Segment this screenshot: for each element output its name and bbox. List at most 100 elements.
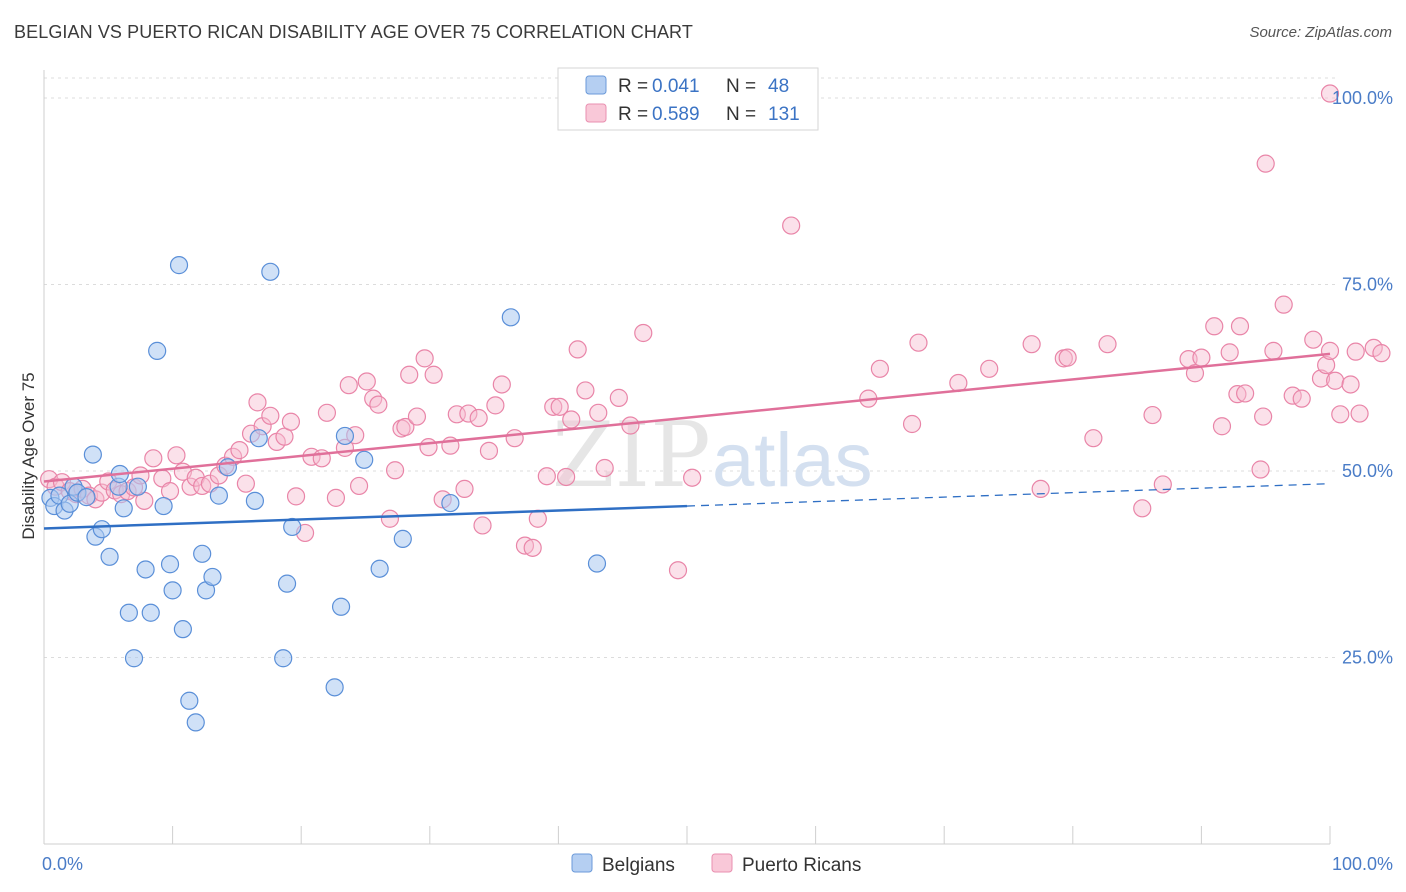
puerto-ricans-point (1350, 404, 1369, 423)
puerto-ricans-point (492, 375, 511, 394)
belgians-point (274, 649, 293, 668)
puerto-ricans-points (40, 84, 1391, 580)
puerto-ricans-point (261, 406, 280, 425)
puerto-ricans-point (1185, 364, 1205, 383)
grid-lines (44, 77, 1336, 658)
puerto-ricans-point (369, 395, 388, 414)
belgians-point (249, 429, 268, 448)
y-axis-title: Disability Age Over 75 (19, 372, 38, 539)
belgians-point (100, 547, 119, 566)
y-tick-label-75: 75.0% (1342, 275, 1393, 295)
puerto-ricans-point (870, 359, 890, 378)
puerto-ricans-point (1205, 317, 1224, 336)
legend-r-value-belgians: 0.041 (652, 76, 700, 97)
belgians-point (92, 520, 111, 539)
legend-r-label-puerto-ricans: R = (618, 104, 648, 125)
puerto-ricans-point (364, 389, 383, 408)
belgians-point (136, 560, 155, 579)
legend-n-value-puerto-ricans: 131 (768, 104, 800, 125)
puerto-ricans-point (595, 458, 614, 478)
puerto-ricans-point (1228, 385, 1247, 404)
belgians-point (124, 649, 144, 668)
puerto-ricans-point (589, 403, 608, 422)
belgians-point (277, 574, 297, 593)
puerto-ricans-point (1236, 384, 1255, 403)
puerto-ricans-point (1251, 460, 1270, 479)
watermark: ZIP atlas (552, 403, 873, 508)
puerto-ricans-point (349, 476, 369, 496)
puerto-ricans-point (537, 467, 556, 486)
legend-n-label-puerto-ricans: N = (726, 104, 756, 125)
belgians-point (154, 496, 173, 516)
puerto-ricans-point (1031, 479, 1050, 499)
belgians-point (186, 713, 205, 732)
puerto-ricans-point (455, 479, 474, 499)
legend-swatch-puerto-ricans (585, 103, 607, 123)
puerto-ricans-point (1256, 154, 1275, 173)
belgians-point (203, 567, 222, 587)
puerto-ricans-point (1230, 317, 1250, 336)
puerto-ricans-point (1304, 330, 1323, 349)
puerto-ricans-point (1153, 475, 1172, 494)
belgians-point (331, 597, 351, 616)
puerto-ricans-point (248, 393, 267, 412)
puerto-ricans-point (1264, 341, 1283, 360)
bottom-legend-swatch-belgians (571, 853, 593, 873)
puerto-ricans-point (415, 349, 434, 368)
belgians-trend-line (43, 504, 688, 530)
belgians-point (163, 581, 182, 600)
belgians-point (370, 559, 389, 578)
bottom-legend-swatch-puerto-ricans (711, 853, 733, 873)
puerto-ricans-point (286, 487, 306, 506)
puerto-ricans-point (909, 333, 928, 352)
puerto-ricans-point (479, 441, 499, 460)
belgians-point (160, 555, 180, 574)
chart-source: Source: ZipAtlas.com (1249, 24, 1392, 41)
puerto-ricans-point (544, 397, 563, 416)
belgians-point (283, 517, 302, 537)
watermark-atlas: atlas (712, 418, 873, 503)
puerto-ricans-point (1372, 344, 1391, 363)
puerto-ricans-point (1320, 84, 1340, 103)
legend-r-value-puerto-ricans: 0.589 (652, 104, 700, 125)
puerto-ricans-point (1084, 429, 1103, 448)
puerto-ricans-point (419, 438, 438, 457)
belgians-point (245, 491, 265, 510)
puerto-ricans-point (568, 340, 587, 359)
puerto-ricans-point (469, 408, 488, 428)
puerto-ricans-point (683, 468, 702, 487)
belgians-point (261, 262, 280, 281)
puerto-ricans-point (396, 417, 415, 437)
puerto-ricans-point (668, 561, 688, 580)
puerto-ricans-trend-line (43, 352, 1331, 483)
puerto-ricans-point (230, 441, 249, 460)
belgians-point (325, 678, 344, 697)
puerto-ricans-point (1098, 335, 1117, 354)
belgians-point (114, 499, 133, 518)
puerto-ricans-point (424, 365, 443, 384)
puerto-ricans-point (782, 216, 801, 235)
puerto-ricans-point (902, 414, 922, 434)
belgians-point (335, 426, 355, 446)
puerto-ricans-point (1326, 371, 1345, 390)
belgians-point (128, 477, 147, 496)
puerto-ricans-point (236, 474, 256, 493)
belgians-point (180, 691, 199, 710)
puerto-ricans-point (1331, 405, 1350, 424)
puerto-ricans-point (1317, 355, 1336, 375)
y-tick-label-50: 50.0% (1342, 461, 1393, 481)
belgians-point (173, 620, 192, 639)
puerto-ricans-point (1320, 341, 1340, 360)
puerto-ricans-point (562, 410, 581, 429)
puerto-ricans-point (400, 365, 419, 384)
legend-n-label-belgians: N = (726, 76, 756, 97)
x-tick-label-min: 0.0% (42, 854, 83, 874)
puerto-ricans-point (1022, 335, 1041, 354)
puerto-ricans-point (550, 397, 569, 416)
puerto-ricans-point (486, 396, 505, 415)
puerto-ricans-point (609, 388, 628, 407)
puerto-ricans-point (1311, 369, 1331, 388)
puerto-ricans-point (980, 359, 999, 378)
trend-lines (43, 352, 1331, 530)
